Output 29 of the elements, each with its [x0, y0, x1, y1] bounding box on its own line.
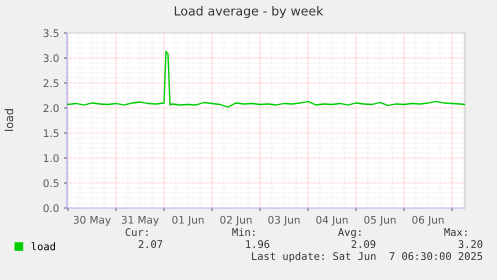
- legend-label: load: [32, 242, 55, 250]
- chart-title: Load average - by week: [174, 6, 324, 18]
- text: Last update: Sat Jun 7 06:30:00 2025: [252, 252, 482, 262]
- x-tick-label: 04 Jun: [316, 216, 348, 226]
- text: 1.96: [246, 240, 270, 248]
- x-tick-label: 03 Jun: [268, 216, 300, 226]
- x-tick-label: 31 May: [122, 216, 159, 226]
- x-tick-label: 05 Jun: [364, 216, 396, 226]
- x-tick-label: 01 Jun: [172, 216, 204, 226]
- y-tick-label: 3.5: [44, 29, 58, 38]
- line-series: [67, 50, 465, 108]
- y-tick-label: 0.0: [43, 204, 59, 212]
- y-axis-title: load: [4, 109, 14, 131]
- y-tick-label: 3.0: [44, 54, 59, 62]
- y-tick-label: 1.0: [44, 154, 59, 162]
- text: Cur:: [126, 228, 148, 236]
- x-tick-label: 30 May: [74, 216, 111, 226]
- x-tick-label: 06 Jun: [412, 216, 444, 226]
- text: 2.07: [138, 240, 162, 248]
- y-tick-label: 2.5: [44, 79, 58, 88]
- text: Avg:: [338, 228, 360, 238]
- text: 2.09: [352, 240, 376, 248]
- y-tick-label: 0.5: [43, 179, 58, 188]
- text: 3.20: [458, 240, 482, 248]
- y-tick-label: 2.0: [44, 104, 59, 112]
- text: Max:: [444, 228, 466, 236]
- y-tick-label: 1.5: [44, 129, 58, 138]
- text: Min:: [232, 228, 254, 236]
- x-tick-label: 02 Jun: [220, 216, 252, 226]
